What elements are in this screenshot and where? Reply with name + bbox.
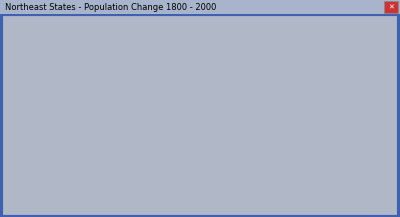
Bar: [312, 195, 322, 200]
Bar: [246, 154, 257, 200]
Y-axis label: Population: Population: [2, 115, 12, 167]
Bar: [66, 184, 77, 200]
Bar: [116, 135, 126, 200]
Bar: [197, 166, 208, 200]
Text: Northeast States - Population Change 1800 - 2000: Northeast States - Population Change 180…: [5, 3, 216, 12]
Bar: [99, 197, 110, 200]
Bar: [360, 191, 371, 200]
Title: Population change 1800-2000: Population change 1800-2000: [122, 68, 332, 81]
Bar: [344, 161, 355, 200]
Bar: [262, 99, 273, 200]
Bar: [148, 179, 159, 200]
Bar: [377, 172, 388, 200]
Bar: [230, 194, 240, 200]
Bar: [384, 1, 398, 13]
Bar: [0, 0, 400, 14]
Bar: [181, 172, 192, 200]
Bar: [83, 196, 94, 200]
Bar: [328, 197, 338, 200]
Bar: [295, 135, 306, 200]
Text: ✕: ✕: [388, 4, 394, 10]
Bar: [214, 146, 224, 200]
Bar: [164, 194, 175, 200]
Bar: [279, 138, 290, 200]
Bar: [132, 168, 142, 200]
